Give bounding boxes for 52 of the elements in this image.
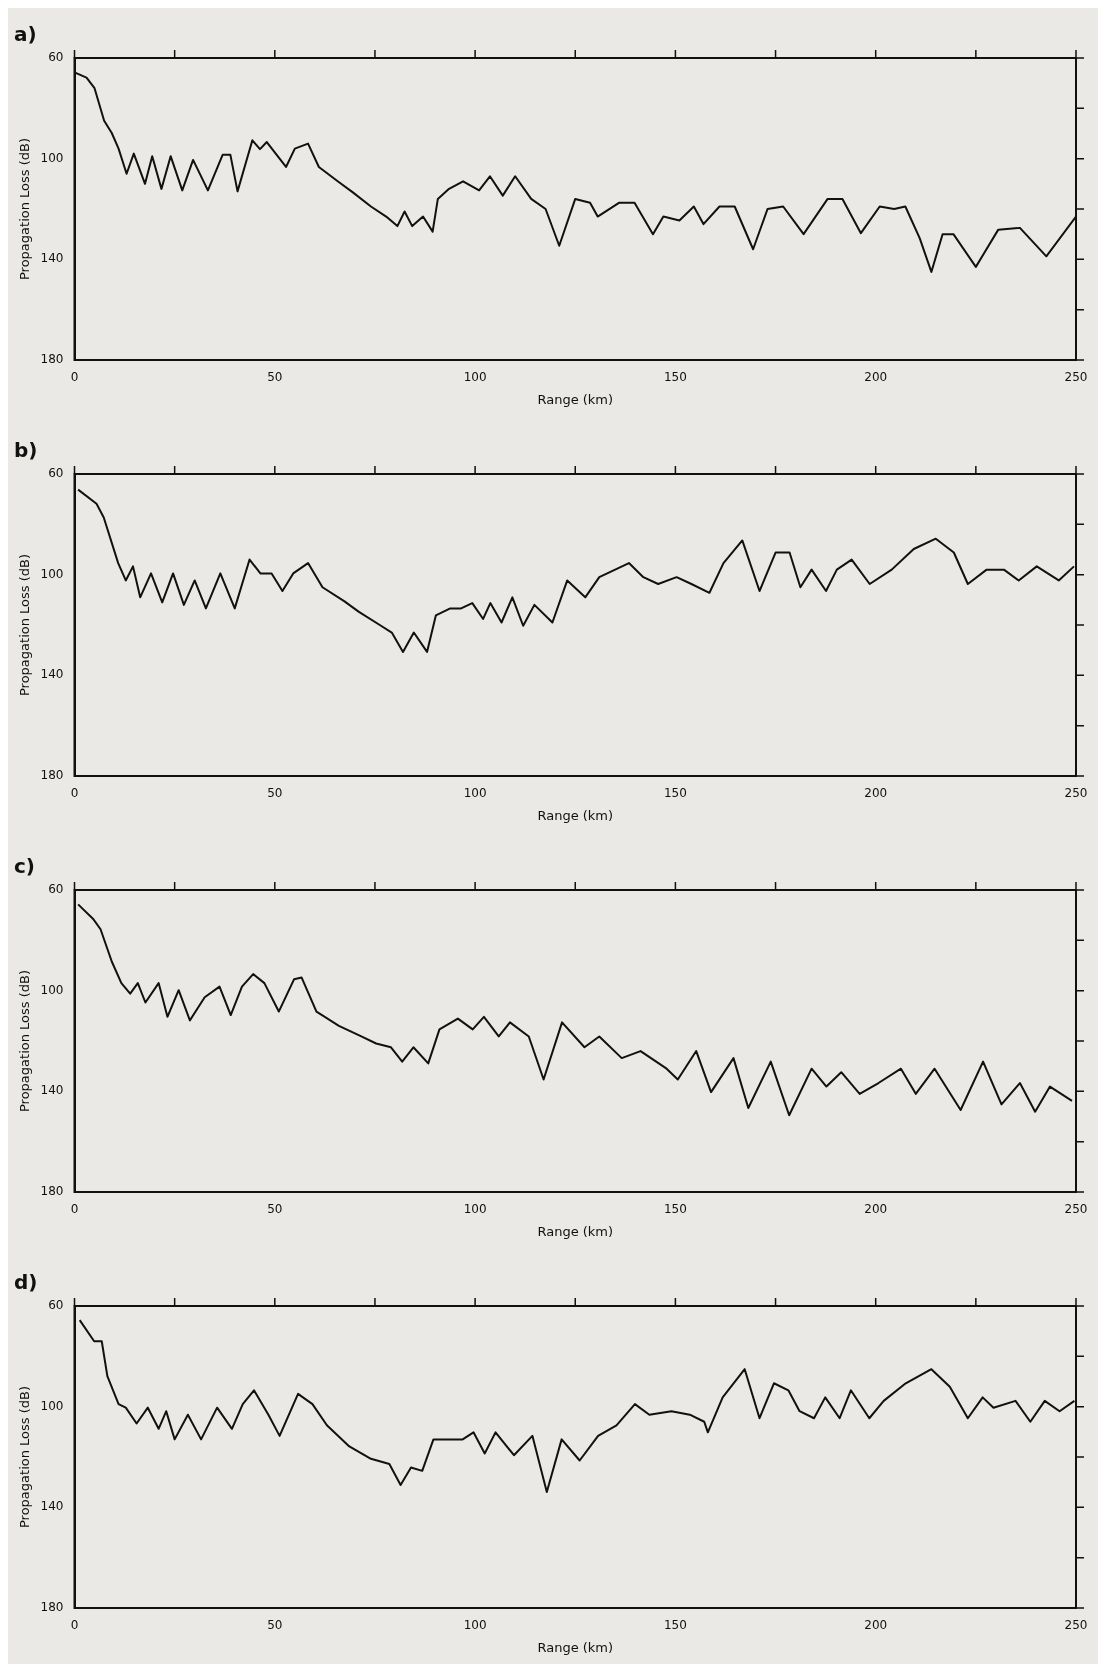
- y-tick-label: 100: [40, 982, 64, 997]
- x-tick-label: 50: [267, 786, 283, 801]
- y-tick-label: 100: [40, 1398, 64, 1413]
- y-tick-label: 140: [40, 251, 64, 266]
- x-tick-label: 100: [463, 1202, 487, 1217]
- y-tick-label: 180: [40, 352, 64, 367]
- y-tick-label: 100: [40, 566, 64, 581]
- y-tick-label: 140: [40, 667, 64, 682]
- y-tick-label: 100: [40, 150, 64, 165]
- y-axis-title: Propagation Loss (dB): [17, 969, 33, 1113]
- x-tick-label: 100: [463, 1618, 487, 1633]
- x-tick-label: 150: [663, 370, 687, 385]
- y-tick-label: 60: [48, 1298, 64, 1313]
- x-tick-label: 150: [663, 1202, 687, 1217]
- x-tick-label: 100: [463, 370, 487, 385]
- y-tick-label: 180: [40, 768, 64, 783]
- y-axis-title: Propagation Loss (dB): [17, 553, 33, 697]
- x-tick-label: 50: [267, 370, 283, 385]
- y-tick-label: 140: [40, 1083, 64, 1098]
- chart-title: c): [14, 854, 35, 879]
- x-tick-label: 250: [1064, 786, 1088, 801]
- x-tick-label: 0: [70, 786, 79, 801]
- y-axis-title: Propagation Loss (dB): [17, 1385, 33, 1529]
- y-tick-label: 60: [48, 882, 64, 897]
- y-tick-label: 60: [48, 50, 64, 65]
- x-axis-title: Range (km): [537, 1223, 614, 1239]
- x-axis-title: Range (km): [537, 391, 614, 407]
- x-tick-label: 200: [864, 786, 888, 801]
- chart-title: b): [14, 438, 38, 463]
- x-tick-label: 50: [267, 1202, 283, 1217]
- y-axis-title: Propagation Loss (dB): [17, 137, 33, 281]
- x-axis-title: Range (km): [537, 1639, 614, 1655]
- x-tick-label: 0: [70, 1618, 79, 1633]
- x-tick-label: 200: [864, 1202, 888, 1217]
- chart-title: a): [14, 22, 37, 47]
- x-tick-label: 50: [267, 1618, 283, 1633]
- y-tick-label: 60: [48, 466, 64, 481]
- x-axis-title: Range (km): [537, 807, 614, 823]
- x-tick-label: 200: [864, 370, 888, 385]
- y-tick-label: 180: [40, 1184, 64, 1199]
- x-tick-label: 200: [864, 1618, 888, 1633]
- x-tick-label: 250: [1064, 370, 1088, 385]
- x-tick-label: 100: [463, 786, 487, 801]
- y-tick-label: 140: [40, 1499, 64, 1514]
- x-tick-label: 250: [1064, 1618, 1088, 1633]
- x-tick-label: 150: [663, 786, 687, 801]
- x-tick-label: 0: [70, 370, 79, 385]
- y-tick-label: 180: [40, 1600, 64, 1615]
- chart-title: d): [14, 1270, 38, 1295]
- x-tick-label: 250: [1064, 1202, 1088, 1217]
- x-tick-label: 150: [663, 1618, 687, 1633]
- x-tick-label: 0: [70, 1202, 79, 1217]
